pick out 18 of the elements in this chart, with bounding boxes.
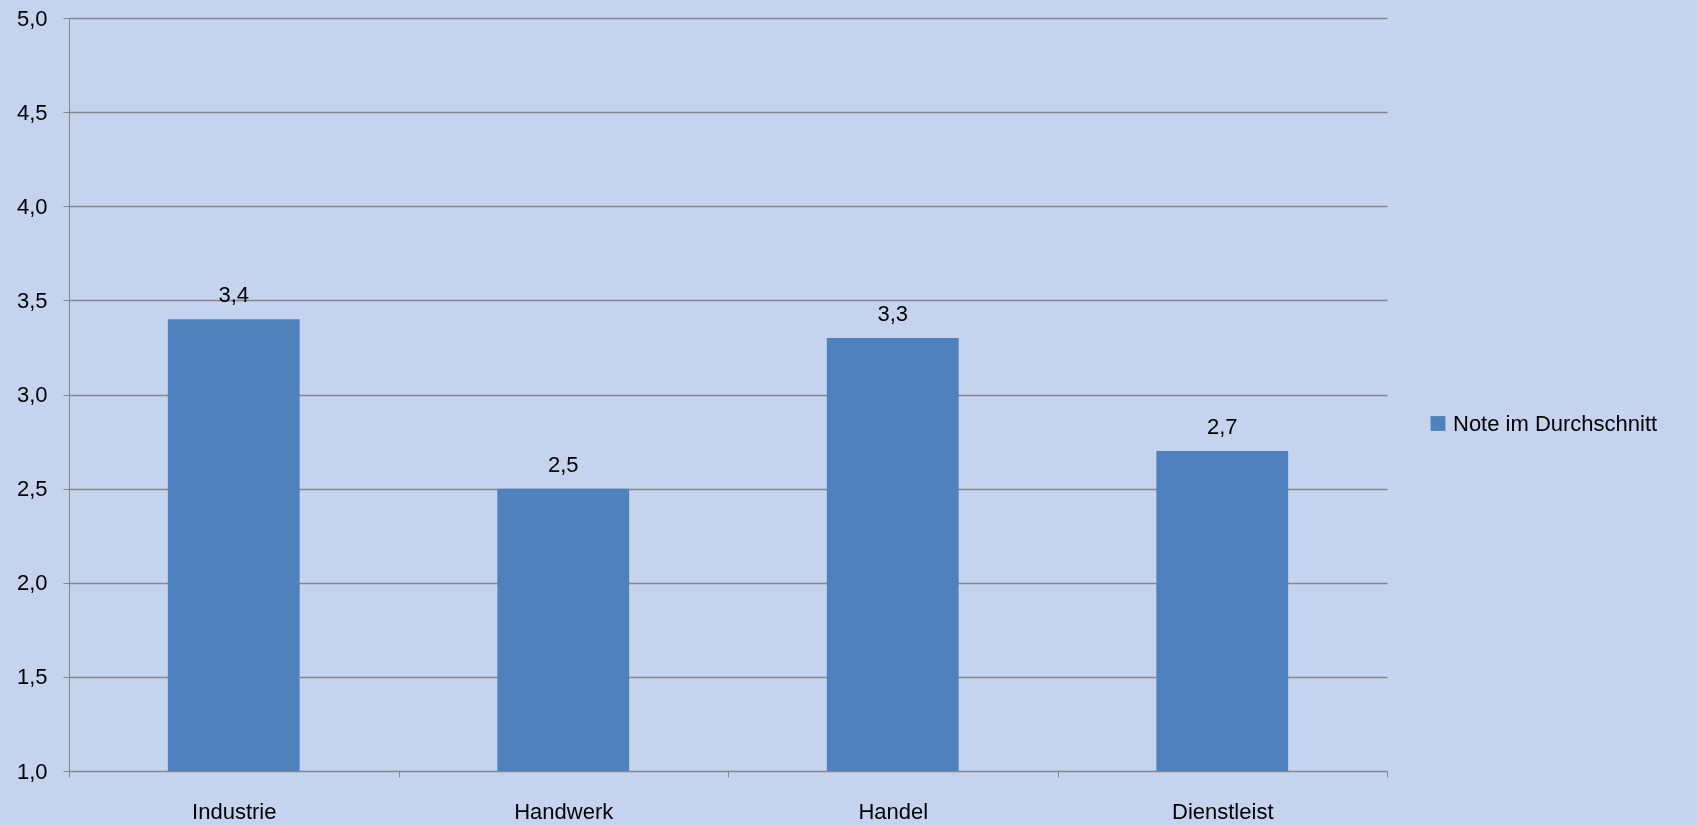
x-tick-label: Handwerk [514, 798, 615, 824]
y-tick-label: 2,0 [16, 570, 48, 596]
data-label: 2,7 [1206, 413, 1238, 439]
y-tick-label: 4,0 [16, 193, 48, 219]
legend-label: Note im Durchschnitt [1453, 410, 1658, 436]
y-tick-label: 5,0 [16, 5, 48, 31]
y-tick-label: 1,0 [16, 758, 48, 784]
x-tick-label: Handel [858, 798, 929, 824]
x-tick-label: Dienstleist [1172, 798, 1274, 824]
y-tick-label: 3,5 [16, 287, 48, 313]
data-label: 3,3 [877, 301, 909, 327]
y-tick-label: 2,5 [16, 476, 48, 502]
data-label: 2,5 [547, 451, 579, 477]
y-tick-label: 1,5 [16, 664, 48, 690]
x-tick-label: Industrie [192, 798, 277, 824]
y-tick-label: 3,0 [16, 382, 48, 407]
data-label: 3,4 [218, 282, 250, 308]
y-tick-label: 4,5 [16, 99, 48, 125]
